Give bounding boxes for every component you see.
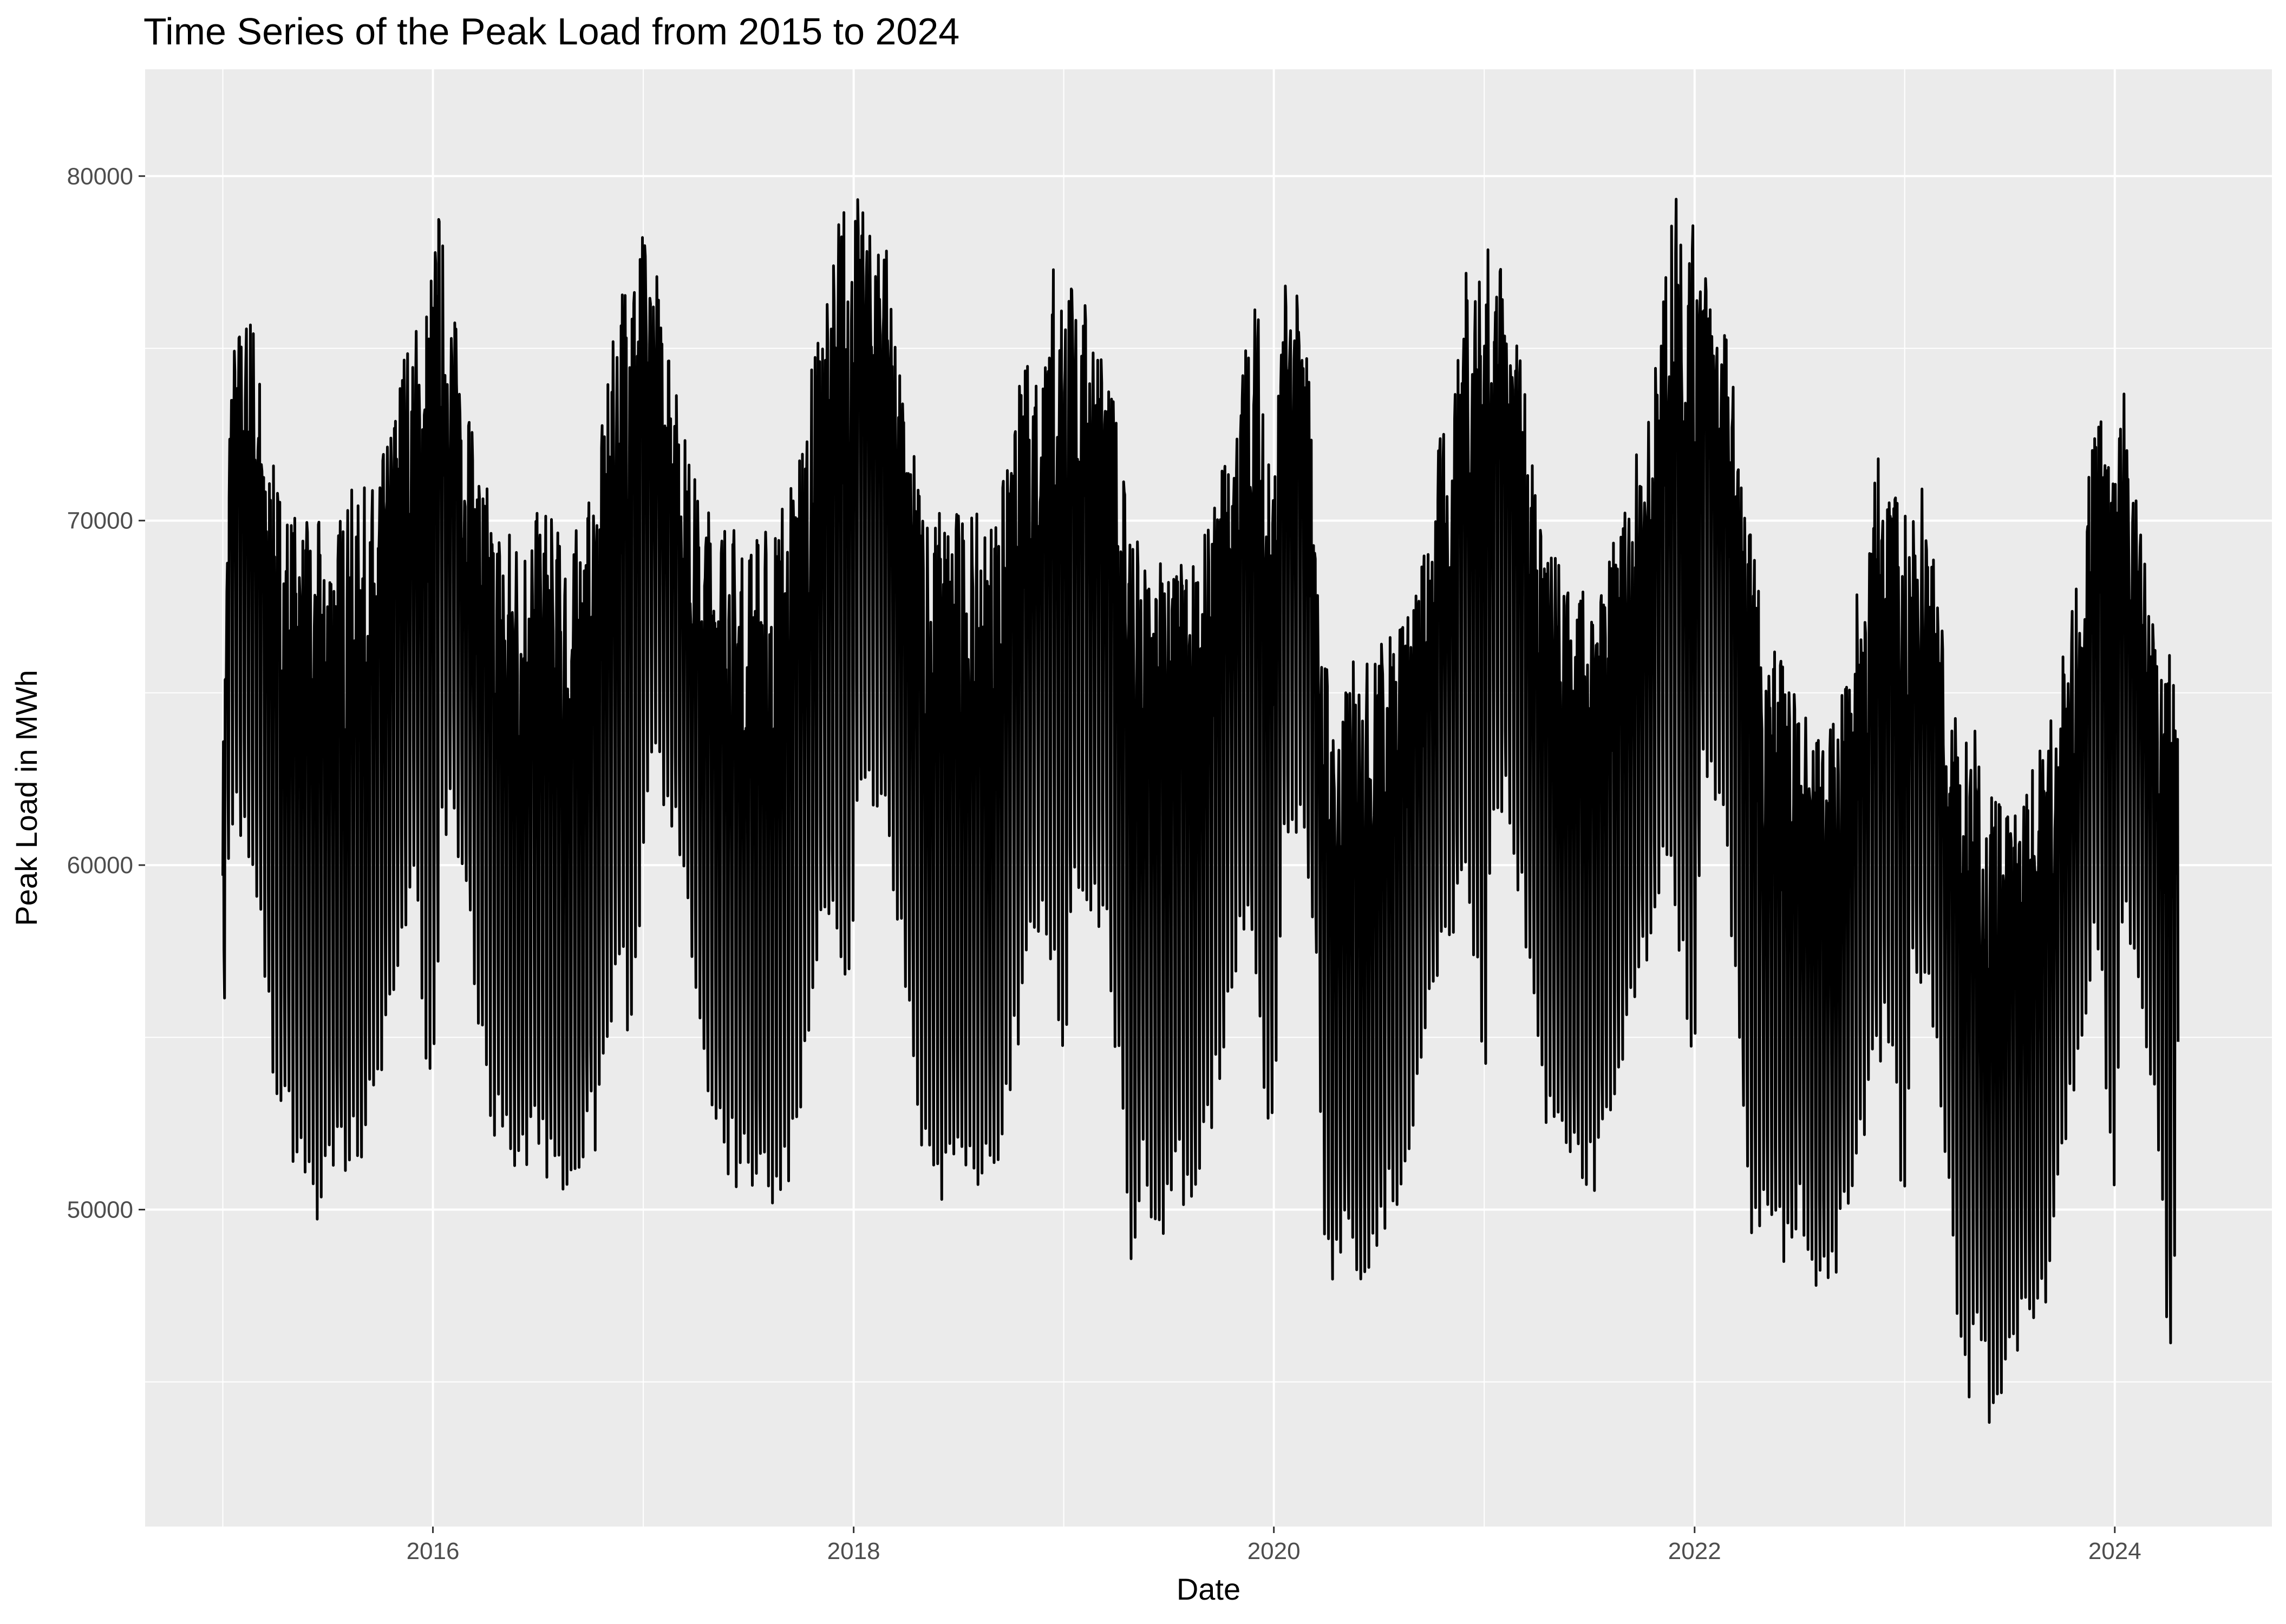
peak-load-series-line — [221, 198, 2180, 1424]
y-tick-label: 50000 — [67, 1197, 133, 1223]
y-axis: 50000 60000 70000 80000 — [67, 163, 145, 1223]
y-tick-label: 60000 — [67, 852, 133, 879]
y-tick-label: 80000 — [67, 163, 133, 189]
x-tick-label: 2020 — [1247, 1538, 1301, 1564]
x-tick-label: 2018 — [827, 1538, 880, 1564]
x-tick-label: 2024 — [2088, 1538, 2141, 1564]
chart-title: Time Series of the Peak Load from 2015 t… — [143, 10, 959, 53]
x-tick-label: 2016 — [407, 1538, 460, 1564]
y-axis-title: Peak Load in MWh — [9, 670, 43, 926]
x-axis: 2016 2018 2020 2022 2024 — [407, 1527, 2141, 1564]
x-axis-title: Date — [1177, 1572, 1240, 1606]
x-tick-label: 2022 — [1668, 1538, 1721, 1564]
y-tick-label: 70000 — [67, 508, 133, 534]
